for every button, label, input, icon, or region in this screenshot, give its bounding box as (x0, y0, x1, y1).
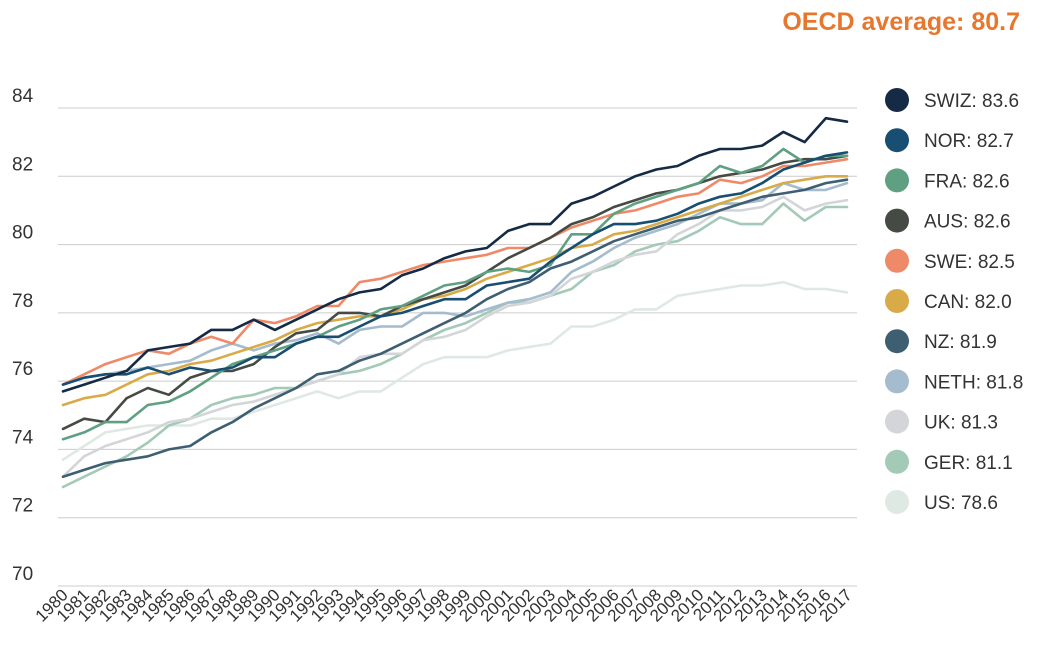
oecd-average-label: OECD average: 80.7 (782, 8, 1020, 37)
legend-label-us: US: 78.6 (924, 493, 998, 514)
oecd-average-text: OECD average: (782, 8, 965, 36)
series-line-can (61, 175, 849, 407)
series-line-swiz (61, 116, 849, 393)
y-tick-label: 70 (12, 564, 33, 585)
legend-marker-neth (885, 369, 909, 394)
legend-label-nor: NOR: 82.7 (924, 131, 1014, 152)
legend-label-neth: NETH: 81.8 (924, 372, 1023, 393)
legend-marker-aus (885, 208, 909, 233)
legend-marker-uk (885, 409, 909, 434)
legend-marker-fra (885, 168, 909, 193)
legend-marker-nz (885, 329, 909, 354)
legend-label-swiz: SWIZ: 83.6 (924, 91, 1019, 112)
legend-marker-us (885, 490, 909, 514)
series-line-swe (61, 157, 849, 386)
series-line-fra (61, 147, 849, 441)
y-tick-label: 74 (12, 427, 34, 448)
series-line-us (61, 280, 849, 462)
legend-marker-nor (885, 128, 909, 153)
series-line-nor (61, 151, 849, 386)
legend-marker-can (885, 289, 909, 313)
legend-label-can: CAN: 82.0 (924, 292, 1012, 313)
legend-marker-swe (885, 248, 909, 273)
legend-label-nz: NZ: 81.9 (924, 332, 997, 353)
legend-marker-swiz (885, 88, 909, 112)
legend-label-aus: AUS: 82.6 (924, 212, 1011, 233)
gridlines (58, 107, 857, 587)
series-lines (61, 116, 849, 489)
y-tick-label: 80 (12, 223, 33, 244)
legend-label-uk: UK: 81.3 (924, 413, 998, 434)
legend: SWIZ: 83.6 NOR: 82.7 FRA: 82.6 AUS: 82.6 SWE… (885, 88, 1023, 514)
legend-marker-ger (885, 449, 909, 474)
y-tick-label: 82 (12, 154, 33, 175)
series-line-uk (61, 195, 849, 479)
series-line-nz (61, 178, 849, 479)
legend-label-ger: GER: 81.1 (924, 453, 1013, 474)
oecd-average-value: 80.7 (971, 8, 1020, 36)
y-tick-label: 78 (12, 291, 33, 312)
y-tick-label: 76 (12, 359, 33, 380)
y-tick-label: 84 (12, 86, 34, 107)
legend-label-swe: SWE: 82.5 (924, 252, 1015, 273)
legend-label-fra: FRA: 82.6 (924, 171, 1010, 192)
y-tick-label: 72 (12, 496, 33, 517)
series-line-aus (61, 154, 849, 431)
